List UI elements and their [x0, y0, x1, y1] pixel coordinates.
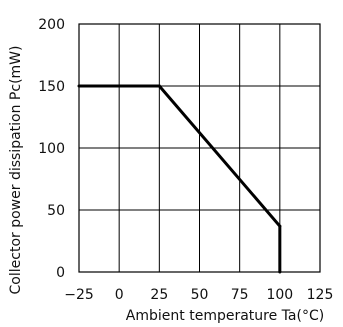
x-tick-labels: −25 0 25 50 75 100 125	[64, 287, 333, 303]
x-tick-label: 100	[266, 287, 293, 303]
plot-frame	[78, 23, 321, 273]
x-tick-label: −25	[64, 287, 94, 303]
grid	[79, 24, 320, 272]
x-tick-label: 25	[150, 287, 168, 303]
x-tick-label: 50	[191, 287, 209, 303]
x-tick-label: 125	[307, 287, 334, 303]
y-tick-label: 50	[47, 203, 65, 219]
x-tick-label: 0	[115, 287, 124, 303]
data-point	[157, 84, 161, 88]
y-tick-label: 100	[38, 141, 65, 157]
y-tick-label: 150	[38, 79, 65, 95]
y-axis-title: Collector power dissipation Pc(mW)	[8, 46, 24, 295]
data-point	[278, 270, 282, 274]
data-point	[278, 224, 282, 228]
data-point	[77, 84, 81, 88]
x-axis-title: Ambient temperature Ta(°C)	[126, 308, 324, 324]
y-tick-label: 200	[38, 17, 65, 33]
x-tick-label: 75	[231, 287, 249, 303]
series-line-0	[79, 84, 282, 272]
y-tick-label: 0	[56, 265, 65, 281]
y-tick-labels: 0 50 100 150 200	[38, 17, 65, 281]
series-layer	[77, 84, 282, 274]
